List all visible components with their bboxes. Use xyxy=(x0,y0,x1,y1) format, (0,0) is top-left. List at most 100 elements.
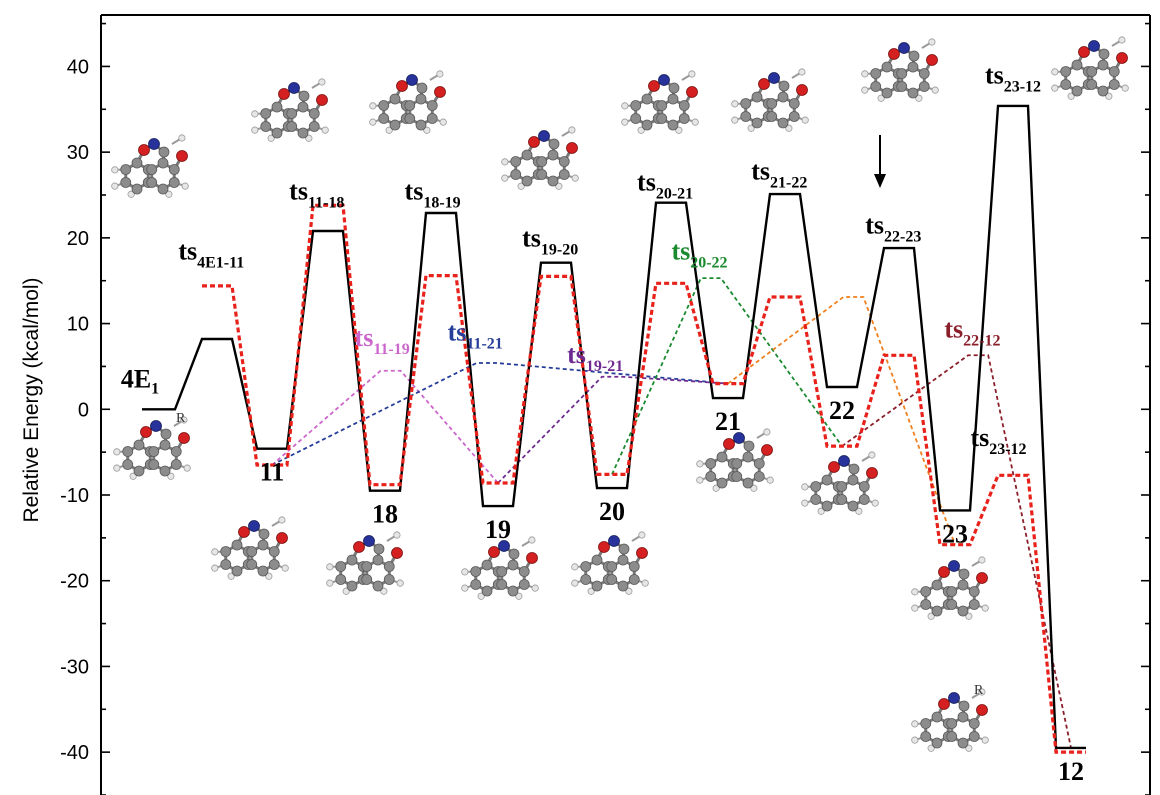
carbon-atom xyxy=(920,718,932,729)
carbon-atom xyxy=(580,574,592,585)
carbon-atom xyxy=(766,98,778,109)
hydrogen-atom xyxy=(555,182,563,190)
oxygen-atom xyxy=(391,547,403,559)
carbon-atom xyxy=(308,108,320,119)
hydrogen-atom xyxy=(180,416,188,424)
carbon-atom xyxy=(231,539,243,551)
nitrogen-atom xyxy=(363,535,375,547)
carbon-atom xyxy=(1086,66,1098,77)
carbon-atom xyxy=(788,111,800,122)
molecule-icon xyxy=(696,428,774,492)
carbon-atom xyxy=(548,138,560,150)
hydrogen-atom xyxy=(267,134,275,142)
carbon-atom xyxy=(617,580,629,592)
carbon-atom xyxy=(260,108,272,119)
carbon-atom xyxy=(536,169,548,180)
hydrogen-atom xyxy=(278,516,286,524)
hydrogen-atom xyxy=(326,563,334,571)
hydrogen-atom xyxy=(515,592,523,600)
carbon-atom xyxy=(133,439,145,451)
path-ts20-22 xyxy=(611,277,843,475)
carbon-atom xyxy=(1097,59,1109,71)
nitrogen-atom xyxy=(948,692,960,704)
carbon-atom xyxy=(920,599,932,610)
hydrogen-atom xyxy=(265,572,273,580)
substituent-label: R xyxy=(974,683,984,698)
carbon-atom xyxy=(908,50,920,62)
plot-frame xyxy=(100,14,1151,795)
carbon-atom xyxy=(667,119,679,131)
carbon-atom xyxy=(870,68,882,79)
carbon-atom xyxy=(836,481,848,492)
carbon-atom xyxy=(257,539,269,551)
carbon-atom xyxy=(346,554,358,566)
nitrogen-atom xyxy=(733,432,745,444)
hydrogen-atom xyxy=(928,38,936,46)
carbon-atom xyxy=(168,164,180,175)
molecule-icon xyxy=(801,451,879,515)
carbon-atom xyxy=(361,561,373,572)
y-tick-label: -40 xyxy=(60,742,89,764)
carbon-atom xyxy=(958,568,970,580)
molecule-icon xyxy=(1051,36,1129,100)
hydrogen-atom xyxy=(861,70,869,78)
ts-label-23-12: ts23-12 xyxy=(970,423,1026,458)
hydrogen-atom xyxy=(531,584,539,592)
hydrogen-atom xyxy=(167,472,175,480)
hydrogen-atom xyxy=(568,126,576,134)
carbon-atom xyxy=(378,113,390,124)
carbon-atom xyxy=(847,474,859,486)
carbon-atom xyxy=(968,731,980,742)
carbon-atom xyxy=(968,599,980,610)
carbon-atom xyxy=(404,113,416,124)
carbon-atom xyxy=(1108,79,1120,90)
state-label-20: 20 xyxy=(599,497,625,526)
hydrogen-atom xyxy=(439,118,447,126)
carbon-atom xyxy=(788,98,800,109)
ts-label-22-12: ts22-12 xyxy=(944,314,1000,349)
carbon-atom xyxy=(836,494,848,505)
oxygen-atom xyxy=(938,698,950,710)
carbon-atom xyxy=(383,574,395,585)
hydrogen-atom xyxy=(461,584,469,592)
hydrogen-atom xyxy=(641,579,649,587)
molecule-icon xyxy=(211,516,289,580)
molecule-icon xyxy=(461,536,539,600)
molecule-icon: R xyxy=(911,683,989,752)
carbon-atom xyxy=(426,100,438,111)
oxygen-atom xyxy=(176,150,188,162)
hydrogen-atom xyxy=(369,118,377,126)
carbon-atom xyxy=(920,586,932,597)
hydrogen-atom xyxy=(281,564,289,572)
carbon-atom xyxy=(753,471,765,482)
carbon-atom xyxy=(957,605,969,617)
hydrogen-atom xyxy=(638,531,646,539)
carbon-atom xyxy=(907,87,919,99)
carbon-atom xyxy=(946,718,958,729)
carbon-atom xyxy=(481,559,493,571)
hydrogen-atom xyxy=(501,174,509,182)
hydrogen-atom xyxy=(747,124,755,132)
carbon-atom xyxy=(777,91,789,103)
carbon-atom xyxy=(521,149,533,161)
ts-label-20-22: ts20-22 xyxy=(671,236,727,271)
carbon-atom xyxy=(481,585,493,597)
hydrogen-atom xyxy=(1105,92,1113,100)
path-ts19-21 xyxy=(497,375,729,484)
hydrogen-atom xyxy=(965,612,973,620)
hydrogen-atom xyxy=(801,499,809,507)
oxygen-atom xyxy=(976,704,988,716)
carbon-atom xyxy=(158,146,170,158)
hydrogen-atom xyxy=(931,86,939,94)
ts-label-19-20: ts19-20 xyxy=(522,223,578,258)
hydrogen-atom xyxy=(380,587,388,595)
hydrogen-atom xyxy=(318,78,326,86)
carbon-atom xyxy=(667,93,679,105)
carbon-atom xyxy=(946,599,958,610)
carbon-atom xyxy=(742,451,754,463)
oxygen-atom xyxy=(278,88,290,100)
molecule-icon xyxy=(621,70,699,134)
carbon-atom xyxy=(628,574,640,585)
hydrogen-atom xyxy=(621,118,629,126)
carbon-atom xyxy=(847,500,859,512)
